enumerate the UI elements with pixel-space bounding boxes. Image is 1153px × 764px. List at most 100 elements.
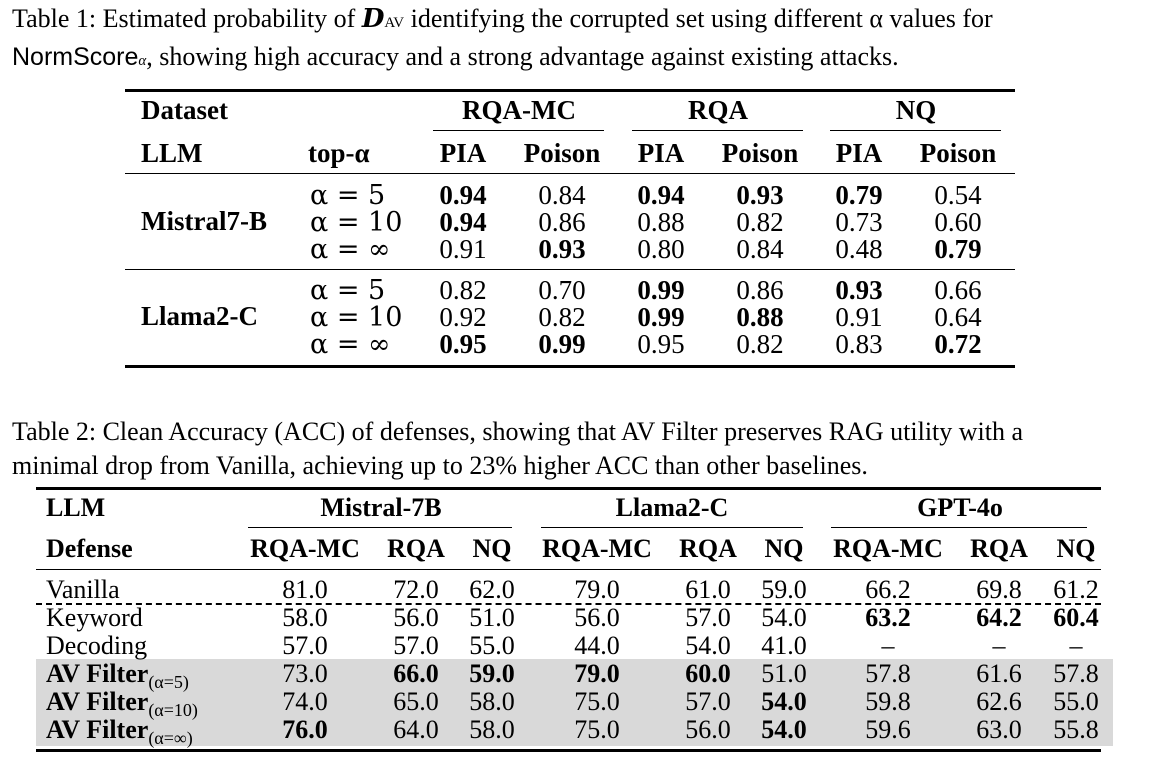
header-group-nq: NQ: [895, 95, 937, 125]
table-cell: 61.2: [1053, 575, 1099, 604]
bottom-rule: [36, 749, 1101, 752]
table-cell: 73.0: [282, 659, 328, 688]
table-cell: 66.2: [865, 575, 911, 604]
table-cell: 66.0: [393, 659, 439, 688]
table-cell: 62.0: [469, 575, 515, 604]
table-cell: 58.0: [282, 603, 328, 632]
defense-name: Vanilla: [46, 575, 120, 604]
table-cell: 59.8: [865, 687, 911, 716]
table-cell: 79.0: [574, 575, 620, 604]
header-sub: RQA-MC: [833, 534, 943, 563]
table-cell: 0.64: [934, 302, 982, 332]
table-cell: 63.2: [865, 603, 911, 632]
table-cell: 0.54: [934, 180, 982, 210]
table-cell: 0.79: [835, 180, 883, 210]
table-cell: 58.0: [469, 715, 515, 744]
table-cell: 0.94: [439, 180, 487, 210]
table-cell: 0.60: [934, 207, 982, 237]
dav-symbol: D: [361, 4, 385, 34]
table1-caption: Table 1: Estimated probability of DAV id…: [12, 4, 993, 71]
group-underline: [830, 130, 1001, 131]
table-cell: 0.93: [835, 275, 883, 305]
highlight-band: [36, 659, 1113, 746]
table-cell: 54.0: [761, 715, 807, 744]
header-sub-pia: PIA: [439, 138, 487, 168]
alpha-value: α = ∞: [310, 234, 391, 265]
table-cell: 79.0: [574, 659, 620, 688]
table-cell: 75.0: [574, 687, 620, 716]
table-cell: 0.95: [439, 329, 487, 359]
header-sub: NQ: [764, 534, 804, 563]
table-cell: 0.95: [637, 329, 685, 359]
table-cell: 57.0: [393, 631, 439, 660]
table-cell: 0.83: [835, 329, 883, 359]
table-cell: 0.94: [637, 180, 685, 210]
alpha-value: α = 5: [310, 180, 386, 211]
table-cell: 64.2: [976, 603, 1022, 632]
table-cell: 0.82: [538, 302, 586, 332]
table-cell: 59.0: [761, 575, 807, 604]
table-cell: 0.80: [637, 234, 685, 264]
top-rule: [36, 487, 1101, 490]
mid-rule: [125, 173, 1015, 174]
table-cell: 0.72: [934, 329, 982, 359]
table-cell: 57.0: [282, 631, 328, 660]
defense-name: AV Filter(α=10): [46, 687, 198, 721]
header-sub-pia: PIA: [835, 138, 883, 168]
header-sub: RQA-MC: [542, 534, 652, 563]
table1-caption-label: Table 1:: [12, 4, 97, 33]
table-cell: 59.6: [865, 715, 911, 744]
table-cell: 0.79: [934, 234, 982, 264]
header-sub-poison: Poison: [919, 138, 997, 168]
table-cell: 0.48: [835, 234, 883, 264]
table-cell: 0.99: [538, 329, 586, 359]
table-cell: –: [1069, 631, 1083, 660]
table-cell: 69.8: [976, 575, 1022, 604]
table-cell: 0.93: [538, 234, 586, 264]
defense-name: Keyword: [46, 603, 143, 632]
dashed-separator: [36, 603, 1101, 605]
header-llm: LLM: [46, 493, 106, 522]
table-cell: 0.91: [439, 234, 487, 264]
header-group: Mistral-7B: [320, 493, 442, 522]
table-cell: 0.91: [835, 302, 883, 332]
table-cell: 0.86: [736, 275, 784, 305]
header-llm: LLM: [141, 138, 203, 168]
table-cell: 0.99: [637, 275, 685, 305]
defense-name: Decoding: [46, 631, 148, 660]
table-cell: 0.92: [439, 302, 487, 332]
table-cell: 74.0: [282, 687, 328, 716]
table-cell: 54.0: [685, 631, 731, 660]
table-cell: 0.84: [538, 180, 586, 210]
table2-caption: Table 2: Clean Accuracy (ACC) of defense…: [12, 417, 1024, 480]
table-cell: 0.70: [538, 275, 586, 305]
table-cell: 63.0: [976, 715, 1022, 744]
group-underline: [831, 527, 1087, 528]
header-sub: RQA: [970, 534, 1028, 563]
table-cell: 81.0: [282, 575, 328, 604]
table-cell: 57.0: [685, 687, 731, 716]
group-underline: [632, 130, 803, 131]
header-sub: RQA-MC: [250, 534, 360, 563]
header-sub-poison: Poison: [721, 138, 799, 168]
table-cell: 0.93: [736, 180, 784, 210]
table-cell: 60.0: [685, 659, 731, 688]
header-sub-pia: PIA: [637, 138, 685, 168]
table-cell: 59.0: [469, 659, 515, 688]
model-name: Llama2-C: [141, 301, 258, 331]
table-cell: 0.82: [439, 275, 487, 305]
header-group: Llama2-C: [615, 493, 729, 522]
header-dataset: Dataset: [141, 95, 228, 125]
table-cell: 0.88: [637, 207, 685, 237]
header-defense: Defense: [46, 534, 133, 563]
top-rule: [125, 89, 1015, 92]
table-cell: 44.0: [574, 631, 620, 660]
table-cell: 0.82: [736, 207, 784, 237]
table-cell: 56.0: [574, 603, 620, 632]
table-cell: 51.0: [761, 659, 807, 688]
table-cell: 0.66: [934, 275, 982, 305]
alpha-value: α = 5: [310, 275, 386, 306]
table-cell: 0.86: [538, 207, 586, 237]
table-cell: 65.0: [393, 687, 439, 716]
alpha-value: α = 10: [310, 302, 403, 333]
